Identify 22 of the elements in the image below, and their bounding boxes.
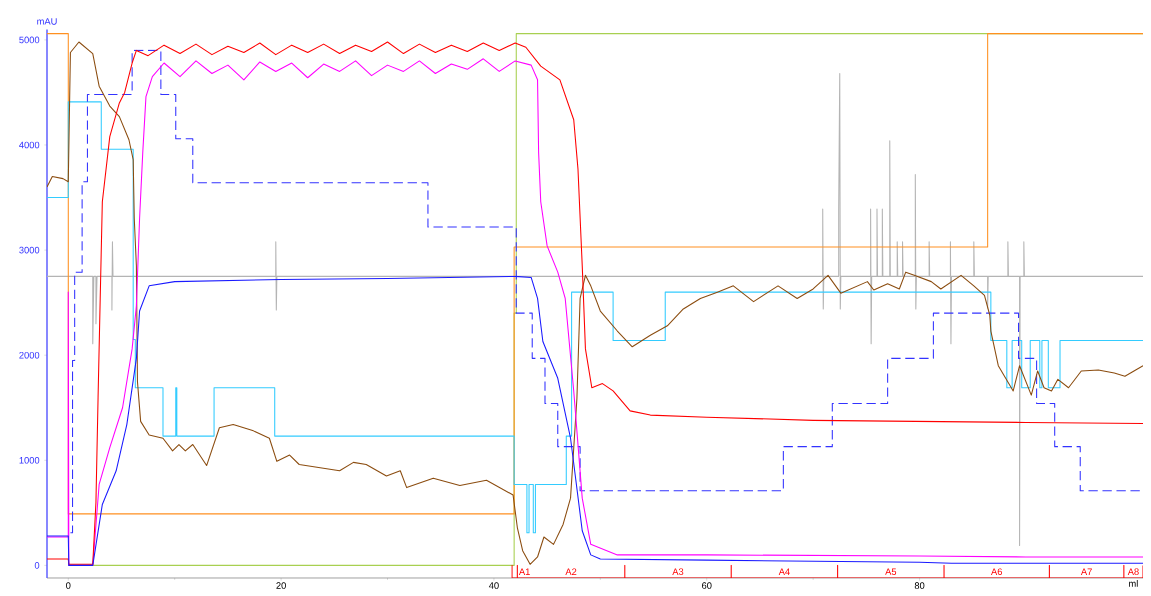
x-tick-label: 80 (914, 582, 925, 589)
line-series (47, 275, 1144, 566)
annotation: A5 (885, 568, 897, 575)
annotation: A6 (991, 568, 1002, 575)
y-tick-label: 4000 (19, 141, 40, 149)
x-axis-title: ml (1129, 580, 1138, 587)
annotation: A1 (518, 568, 530, 575)
y-tick-label: 5000 (19, 36, 40, 44)
annotation: A4 (778, 568, 790, 575)
annotation: A3 (672, 568, 684, 575)
y-tick-label: 1000 (19, 457, 40, 464)
y-tick-label: 0 (34, 562, 40, 569)
annotation: A7 (1080, 568, 1092, 575)
x-tick-label: 0 (66, 582, 71, 589)
annotation: A2 (565, 568, 577, 575)
x-tick-label: 40 (488, 582, 499, 589)
x-tick-label: 20 (276, 582, 286, 589)
y-tick-label: 3000 (19, 246, 40, 254)
y-axis-title: mAU (37, 18, 57, 25)
y-tick-label: 2000 (19, 351, 40, 359)
x-tick-label: 60 (702, 582, 712, 589)
annotation: A8 (1127, 568, 1139, 575)
